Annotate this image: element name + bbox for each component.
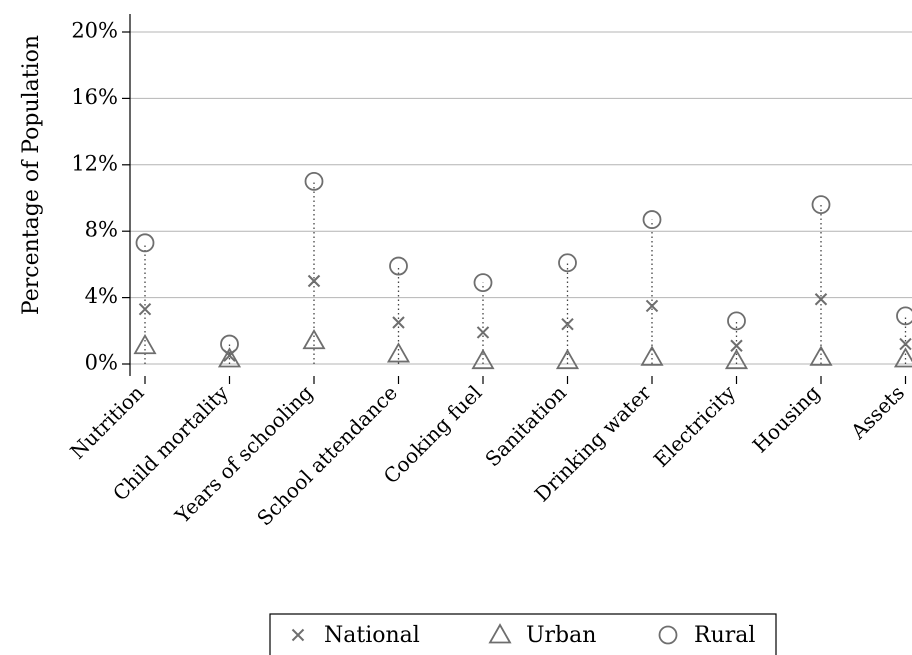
data-point-rural	[896, 306, 912, 326]
legend-box	[269, 613, 777, 655]
grid-lines	[130, 31, 912, 365]
y-tick-label: 12%	[71, 151, 118, 175]
data-point-rural	[220, 334, 239, 354]
data-point-national	[476, 326, 490, 339]
legend-label-national: National	[324, 623, 420, 648]
y-axis-label: Percentage of Population	[19, 35, 44, 315]
data-point-national	[645, 299, 659, 313]
y-tick-label: 4%	[85, 284, 118, 308]
data-point-rural	[473, 273, 493, 293]
x-tick-label: School attendance	[252, 381, 402, 531]
data-point-urban	[724, 348, 749, 370]
legend: National Urban Rural	[269, 613, 777, 655]
data-point-rural	[558, 253, 577, 273]
connector-lines	[144, 181, 907, 364]
data-point-urban	[386, 342, 411, 363]
data-point-rural	[135, 233, 155, 253]
y-tick-label: 0%	[85, 351, 118, 375]
legend-marker-rural	[658, 625, 678, 645]
data-point-urban	[893, 347, 912, 368]
x-tick-label: Sanitation	[480, 380, 571, 471]
data-point-urban	[555, 348, 580, 370]
x-tick-label: Housing	[748, 380, 825, 457]
data-point-rural	[642, 210, 662, 229]
legend-marker-national	[291, 628, 305, 642]
data-point-national	[561, 317, 574, 331]
y-tick-label: 16%	[71, 85, 118, 109]
legend-marker-urban	[488, 623, 512, 644]
data-point-urban	[133, 333, 157, 355]
data-point-urban	[471, 348, 495, 370]
legend-label-urban: Urban	[526, 623, 596, 648]
data-point-rural	[811, 195, 831, 215]
y-tick-label: 20%	[71, 19, 118, 43]
data-point-rural	[304, 171, 324, 191]
y-tick-labels: 0% 4% 8% 12% 16% 20%	[71, 19, 130, 375]
data-point-urban	[302, 328, 326, 350]
data-point-national	[814, 293, 828, 306]
data-point-urban	[809, 345, 833, 366]
data-point-national	[138, 303, 152, 316]
data-point-national	[392, 316, 405, 329]
data-markers	[133, 171, 912, 370]
x-tick-label: Nutrition	[65, 380, 148, 463]
data-point-urban	[640, 345, 664, 366]
x-tick-label: Years of schooling	[170, 380, 318, 528]
data-point-national	[899, 337, 912, 351]
y-tick-label: 8%	[85, 218, 118, 242]
data-point-rural	[727, 311, 746, 331]
data-point-urban	[217, 347, 242, 368]
x-tick-label: Assets	[845, 381, 909, 445]
x-tick-label: Electricity	[649, 380, 741, 472]
data-point-rural	[389, 256, 408, 276]
data-point-national	[307, 274, 321, 288]
legend-label-rural: Rural	[694, 623, 755, 648]
data-point-national	[730, 339, 743, 352]
